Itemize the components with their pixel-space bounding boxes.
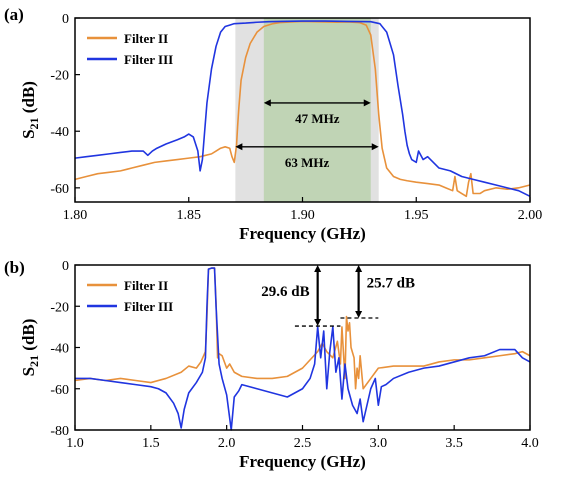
y-tick-label: -60 [50, 182, 69, 197]
y-tick-label: -40 [50, 125, 69, 140]
x-tick-label: 2.5 [294, 436, 312, 451]
y-tick-label: -60 [50, 383, 69, 398]
rejection-label: 29.6 dB [261, 284, 309, 300]
y-axis-label-a: S21 (dB) [19, 81, 41, 139]
panel-label-b: (b) [4, 258, 25, 277]
bandwidth-label: 63 MHz [285, 155, 330, 170]
x-tick-label: 1.90 [290, 208, 315, 223]
x-tick-label: 3.0 [370, 436, 388, 451]
y-tick-label: -20 [50, 300, 69, 315]
x-tick-label: 2.0 [218, 436, 236, 451]
y-tick-label: -80 [50, 424, 69, 439]
shaded-band-inner [263, 18, 371, 202]
x-tick-label: 3.5 [445, 436, 463, 451]
x-tick-label: 1.5 [142, 436, 160, 451]
arrow-head-down [355, 311, 363, 319]
legend-label-filter-iii-b: Filter III [124, 299, 173, 314]
x-tick-label: 2.00 [518, 208, 543, 223]
arrow-head-left [235, 143, 243, 151]
arrow-head-right [363, 99, 371, 107]
y-tick-label: -20 [50, 69, 69, 84]
arrow-head-up [314, 265, 322, 272]
x-tick-label: 1.95 [404, 208, 429, 223]
legend-label-filter-iii: Filter III [124, 52, 173, 67]
x-axis-label-b: Frequency (GHz) [239, 452, 366, 471]
y-axis-label-b-unit: (dB) [19, 319, 38, 355]
legend-b: Filter II Filter III [87, 278, 173, 314]
legend-label-filter-ii-b: Filter II [124, 278, 168, 293]
y-axis-label-b: S21 (dB) [19, 319, 41, 377]
y-tick-label: 0 [62, 259, 69, 274]
rejection-label: 25.7 dB [367, 276, 415, 292]
x-tick-label: 4.0 [521, 436, 539, 451]
panel-b: (b) 29.6 dB 25.7 dB 1.0 1.5 2.0 2.5 3.0 3.5 4.0… [4, 258, 539, 471]
y-axis-label-a-unit: (dB) [19, 81, 38, 117]
legend-a: Filter II Filter III [87, 31, 173, 67]
y-tick-label: 0 [62, 12, 69, 27]
y-axis-label-a-sub: 21 [27, 117, 41, 129]
y-axis-label-b-sub: 21 [27, 355, 41, 367]
series-line-filter-iii [74, 20, 531, 198]
legend-label-filter-ii: Filter II [124, 31, 168, 46]
x-tick-label: 1.0 [66, 436, 84, 451]
panel-a: (a) 47 MHz 63 MHz 1.80 1.85 1.90 1.95 2.00 0 -2… [4, 5, 542, 243]
series-line-filter-iii [75, 267, 531, 431]
arrow-head-down [314, 319, 322, 327]
x-axis-label-a: Frequency (GHz) [239, 224, 366, 243]
bandwidth-label: 47 MHz [295, 111, 340, 126]
arrow-head-left [263, 99, 271, 107]
y-axis-label-a-main: S [19, 129, 38, 138]
x-tick-label: 1.85 [177, 208, 202, 223]
y-tick-label: -40 [50, 342, 69, 357]
x-tick-label: 1.80 [63, 208, 88, 223]
panel-label-a: (a) [4, 5, 24, 24]
arrow-head-up [355, 265, 363, 272]
series-line-filter-ii [74, 267, 531, 390]
y-axis-label-b-main: S [19, 367, 38, 376]
arrow-head-right [371, 143, 379, 151]
